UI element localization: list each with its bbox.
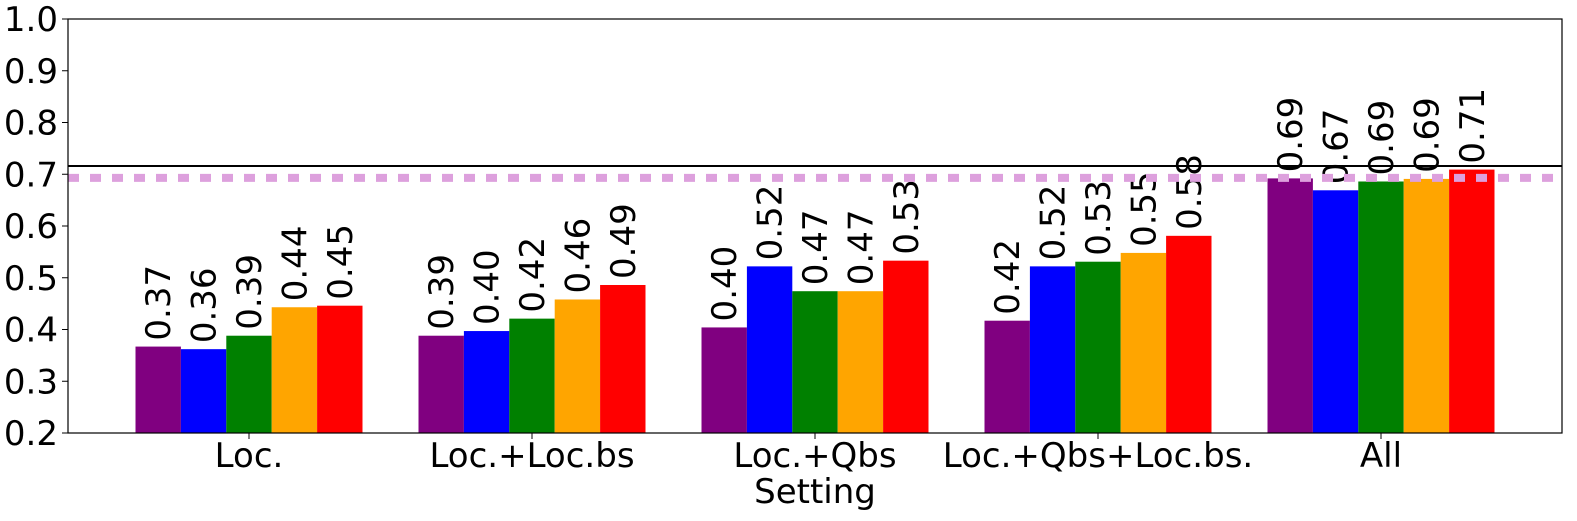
- bar: [1075, 261, 1121, 433]
- bar-value-label: 0.36: [185, 267, 225, 343]
- bar-value-label: 0.37: [139, 265, 179, 341]
- bar: [1029, 266, 1076, 433]
- y-tick-label: 0.8: [4, 104, 58, 144]
- bar: [837, 291, 884, 433]
- bar-value-label: 0.69: [1407, 97, 1447, 173]
- bar-value-label: 0.40: [468, 249, 508, 325]
- x-tick-label: Loc.+Qbs: [733, 436, 896, 476]
- bar: [418, 335, 464, 433]
- bar: [883, 260, 929, 433]
- bar-value-label: 0.42: [988, 239, 1028, 315]
- bar: [792, 291, 838, 433]
- bar-value-label: 0.47: [841, 210, 881, 286]
- y-tick-label: 1.0: [4, 0, 58, 40]
- bar: [1267, 178, 1313, 433]
- x-axis-label: Setting: [754, 472, 876, 512]
- y-tick-label: 0.3: [4, 362, 58, 402]
- bar-value-label: 0.69: [1271, 97, 1311, 173]
- bar: [317, 305, 363, 433]
- bar: [1449, 169, 1495, 433]
- bar: [1166, 235, 1212, 433]
- bar-value-label: 0.39: [422, 254, 462, 330]
- x-tick-label: Loc.: [215, 436, 284, 476]
- bar-value-label: 0.45: [321, 224, 361, 300]
- y-tick-label: 0.5: [4, 259, 58, 299]
- bar: [271, 307, 318, 433]
- bar: [746, 266, 793, 433]
- bar: [984, 320, 1030, 433]
- bar: [226, 335, 272, 433]
- bar-value-label: 0.47: [796, 210, 836, 286]
- y-tick-label: 0.2: [4, 414, 58, 454]
- bar: [180, 349, 227, 433]
- y-tick-label: 0.9: [4, 52, 58, 92]
- y-tick-label: 0.7: [4, 155, 58, 195]
- bar-value-label: 0.55: [1124, 171, 1164, 247]
- bar-value-label: 0.52: [1034, 185, 1074, 261]
- bar-value-label: 0.46: [558, 218, 598, 294]
- bar-value-label: 0.44: [275, 226, 315, 302]
- bar-value-label: 0.71: [1453, 88, 1493, 164]
- x-tick-label: All: [1360, 436, 1402, 476]
- bar: [509, 318, 555, 433]
- bar: [463, 331, 510, 433]
- y-tick-label: 0.6: [4, 207, 58, 247]
- bar: [701, 327, 747, 433]
- bar-value-label: 0.40: [705, 246, 745, 322]
- bar-value-label: 0.53: [1079, 180, 1119, 256]
- bar-value-label: 0.49: [604, 203, 644, 279]
- bar: [1312, 190, 1359, 433]
- bar: [1120, 252, 1167, 433]
- bar: [135, 346, 181, 433]
- bar-value-label: 0.42: [513, 237, 553, 313]
- bar: [554, 299, 601, 433]
- bar-value-label: 0.52: [751, 185, 791, 261]
- plot-frame: [67, 18, 1563, 434]
- bar: [600, 284, 646, 433]
- bar-value-label: 0.53: [887, 179, 927, 255]
- bar-value-label: 0.69: [1362, 100, 1402, 176]
- bar: [1403, 178, 1450, 433]
- x-tick-label: Loc.+Qbs+Loc.bs.: [943, 436, 1253, 476]
- x-tick-label: Loc.+Loc.bs: [429, 436, 634, 476]
- y-tick-label: 0.4: [4, 311, 58, 351]
- bar-value-label: 0.39: [230, 254, 270, 330]
- bar-value-label: 0.67: [1317, 109, 1357, 185]
- bar: [1358, 181, 1404, 433]
